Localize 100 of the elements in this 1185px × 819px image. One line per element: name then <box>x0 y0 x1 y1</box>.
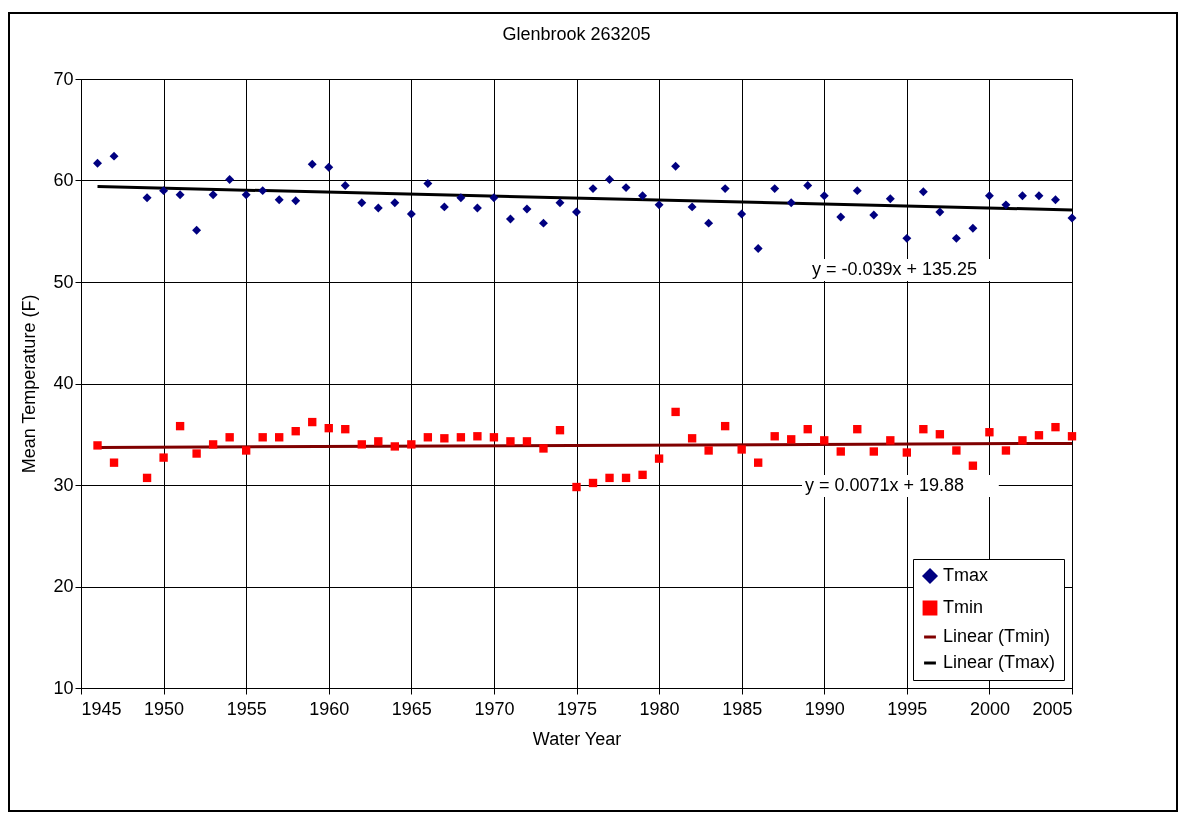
point <box>538 218 548 228</box>
point <box>918 187 928 197</box>
point <box>374 437 383 446</box>
point <box>473 432 482 441</box>
y-tick-label: 10 <box>53 677 74 698</box>
point <box>885 194 895 204</box>
point <box>373 203 383 213</box>
point <box>968 223 978 233</box>
point <box>654 454 664 463</box>
x-tick-label: 2005 <box>1032 698 1073 719</box>
point <box>241 446 251 455</box>
point <box>307 159 317 169</box>
point <box>109 458 119 467</box>
x-tick-label: 1960 <box>309 698 350 719</box>
x-axis-title: Water Year <box>532 728 622 749</box>
point <box>472 203 482 213</box>
point <box>489 193 499 203</box>
point <box>109 151 119 161</box>
point <box>456 433 466 442</box>
point <box>1067 213 1077 223</box>
point <box>621 473 631 483</box>
point <box>836 212 846 222</box>
point <box>704 446 713 455</box>
point <box>819 191 829 201</box>
point <box>439 202 449 212</box>
point <box>984 191 994 201</box>
x-tick-label: 1970 <box>474 698 515 719</box>
point <box>803 181 813 191</box>
point <box>720 184 730 194</box>
point <box>489 433 499 442</box>
point <box>225 433 234 442</box>
point <box>192 449 201 458</box>
point <box>754 458 763 467</box>
point <box>605 175 615 184</box>
point <box>142 473 152 483</box>
point <box>704 218 714 228</box>
legend-label: Linear (Tmin) <box>943 626 1051 646</box>
point <box>225 175 235 184</box>
point <box>737 209 747 219</box>
point <box>340 181 350 191</box>
point <box>753 244 763 253</box>
point <box>159 453 168 462</box>
point <box>175 421 185 431</box>
point <box>1001 200 1011 210</box>
point <box>258 186 268 196</box>
point <box>852 186 862 196</box>
point <box>275 433 284 442</box>
point <box>1001 446 1011 455</box>
point <box>869 447 878 456</box>
legend-label: Linear (Tmax) <box>943 652 1056 672</box>
point <box>390 442 399 451</box>
point <box>522 204 532 214</box>
point <box>440 434 449 443</box>
point <box>539 444 548 453</box>
y-tick-label: 20 <box>53 576 74 596</box>
point <box>555 198 565 208</box>
point <box>621 183 631 193</box>
point <box>869 210 879 220</box>
point <box>1017 191 1027 201</box>
point <box>390 198 400 208</box>
point <box>208 190 218 200</box>
point <box>902 233 912 243</box>
point <box>423 433 433 442</box>
point <box>654 200 664 210</box>
point <box>241 190 251 200</box>
point <box>951 233 961 243</box>
point <box>687 202 697 212</box>
point <box>919 424 928 434</box>
chart-title: Glenbrook 263205 <box>502 24 651 44</box>
point <box>142 193 152 203</box>
point <box>274 195 284 205</box>
point <box>1018 436 1027 445</box>
y-tick-label: 50 <box>53 271 74 292</box>
y-tick-label: 70 <box>53 68 74 89</box>
x-tick-label: 1945 <box>81 698 122 719</box>
point <box>208 440 218 449</box>
point <box>324 162 334 172</box>
point <box>93 441 102 450</box>
point <box>968 461 978 470</box>
x-tick-label: 2000 <box>969 698 1010 719</box>
point <box>291 427 300 436</box>
point <box>638 191 648 201</box>
point <box>935 207 945 217</box>
point <box>1067 432 1077 441</box>
x-tick-label: 1995 <box>887 698 928 719</box>
point <box>935 430 945 439</box>
point <box>324 423 333 433</box>
point <box>1051 422 1060 432</box>
point <box>720 421 730 431</box>
point <box>572 207 581 217</box>
point <box>506 437 515 446</box>
point <box>357 198 367 208</box>
point <box>505 214 515 224</box>
point <box>687 434 697 443</box>
point <box>572 482 581 492</box>
y-tick-label: 60 <box>53 170 74 190</box>
point <box>407 440 416 449</box>
x-tick-label: 1990 <box>804 698 845 719</box>
point <box>853 424 862 434</box>
point <box>985 428 994 437</box>
